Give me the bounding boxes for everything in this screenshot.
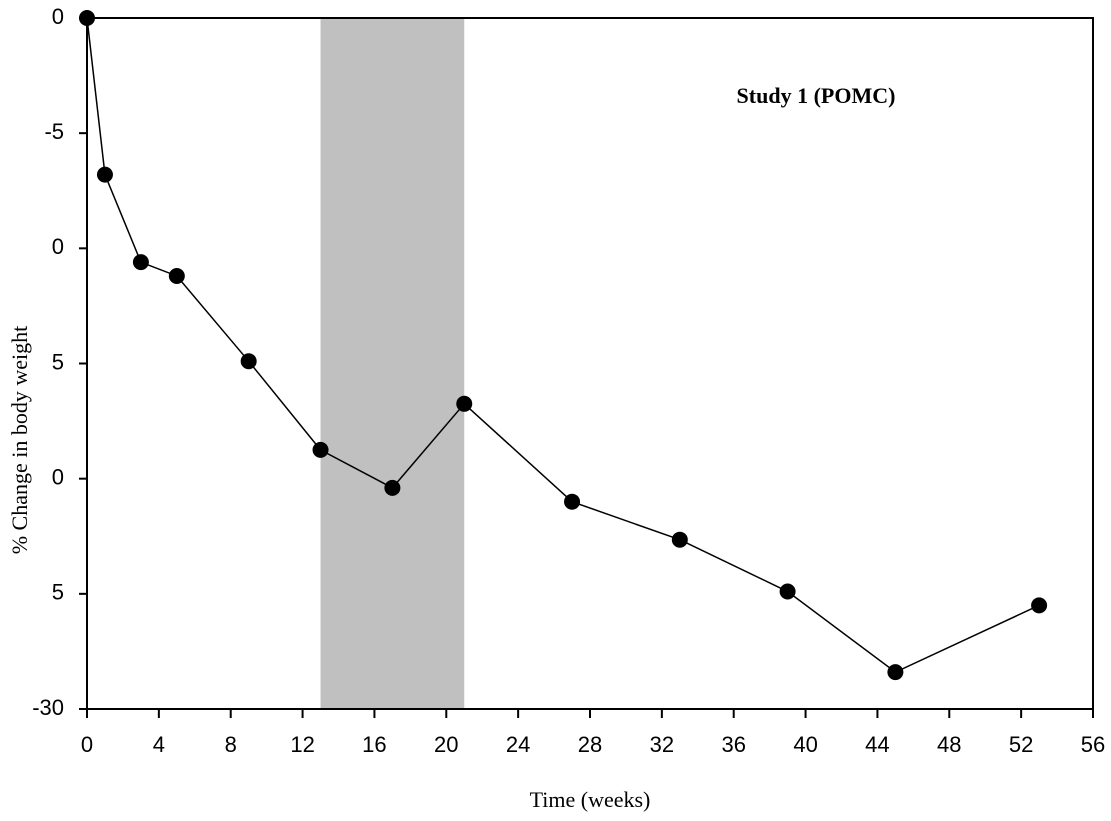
shaded-region bbox=[320, 18, 465, 709]
x-tick-label: 48 bbox=[937, 732, 961, 757]
x-tick-label: 20 bbox=[434, 732, 458, 757]
line bbox=[86, 17, 1040, 674]
marker bbox=[887, 664, 904, 681]
marker bbox=[456, 395, 473, 412]
x-tick-label: 36 bbox=[721, 732, 745, 757]
plot-frame bbox=[86, 17, 1094, 710]
x-tick-label: 52 bbox=[1009, 732, 1033, 757]
y-tick-label: -5 bbox=[44, 119, 64, 144]
marker bbox=[96, 166, 113, 183]
y-axis-title: % Change in body weight bbox=[7, 326, 32, 555]
marker bbox=[779, 583, 796, 600]
x-tick-label: 0 bbox=[81, 732, 93, 757]
y-tick-label: 0 bbox=[52, 464, 64, 489]
marker bbox=[564, 493, 581, 510]
x-tick-label: 4 bbox=[153, 732, 165, 757]
x-tick-label: 40 bbox=[793, 732, 817, 757]
marker bbox=[384, 479, 401, 496]
x-tick-label: 44 bbox=[865, 732, 889, 757]
y-tick-label: -30 bbox=[32, 695, 64, 720]
marker bbox=[671, 531, 688, 548]
y-tick-label: 5 bbox=[52, 349, 64, 374]
y-tick-label: 0 bbox=[52, 234, 64, 259]
x-tick-label: 32 bbox=[650, 732, 674, 757]
marker bbox=[240, 353, 257, 370]
x-tick-label: 12 bbox=[290, 732, 314, 757]
marker bbox=[79, 10, 95, 26]
marker bbox=[312, 441, 329, 458]
marker bbox=[1031, 597, 1048, 614]
y-tick-label: 0 bbox=[52, 4, 64, 29]
x-axis-title: Time (weeks) bbox=[530, 787, 651, 812]
y-tick-label: 5 bbox=[52, 580, 64, 605]
marker bbox=[132, 254, 149, 271]
annotation: Study 1 (POMC) bbox=[737, 83, 896, 108]
x-tick-label: 28 bbox=[578, 732, 602, 757]
x-tick-label: 16 bbox=[362, 732, 386, 757]
x-tick-label: 8 bbox=[225, 732, 237, 757]
x-tick-label: 56 bbox=[1081, 732, 1105, 757]
marker bbox=[168, 267, 185, 284]
x-tick-label: 24 bbox=[506, 732, 530, 757]
